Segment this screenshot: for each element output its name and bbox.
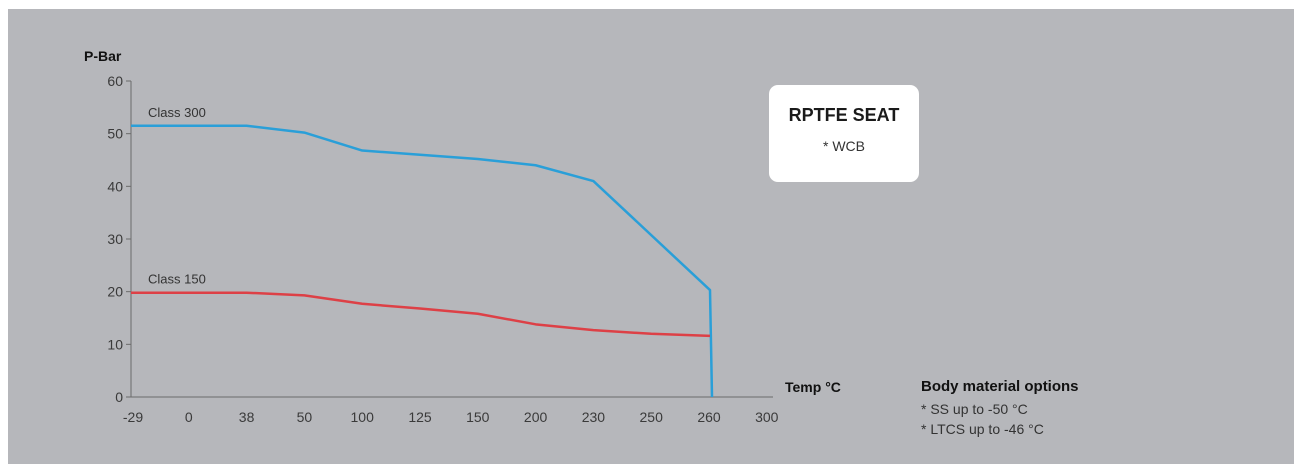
y-tick-label: 20	[107, 284, 123, 300]
x-tick-label: -29	[123, 409, 143, 425]
x-tick-label: 300	[755, 409, 779, 425]
y-tick-label: 50	[107, 126, 123, 142]
y-axis-title: P-Bar	[84, 48, 122, 64]
x-axis-title: Temp °C	[785, 379, 841, 395]
x-tick-label: 150	[466, 409, 490, 425]
series-layer: Class 300 Class 150	[131, 105, 714, 398]
note-ltcs: * LTCS up to -46 °C	[921, 421, 1044, 437]
series-line-class-300	[131, 124, 714, 398]
y-tick-label: 60	[107, 73, 123, 89]
notes-title: Body material options	[921, 378, 1079, 395]
x-tick-label: 50	[297, 409, 313, 425]
note-ss: * SS up to -50 °C	[921, 401, 1028, 417]
x-tick-label: 0	[185, 409, 193, 425]
y-tick-label: 0	[115, 389, 123, 405]
series-label: Class 150	[148, 272, 206, 287]
x-tick-label: 250	[640, 409, 664, 425]
x-tick-label: 100	[351, 409, 375, 425]
x-tick-label: 125	[408, 409, 432, 425]
y-tick-label: 40	[107, 178, 123, 194]
x-tick-label: 230	[582, 409, 606, 425]
y-ticks: 0 10 20 30 40 50 60	[107, 73, 131, 405]
seat-info-box: RPTFE SEAT * WCB	[769, 85, 919, 182]
series-label: Class 300	[148, 105, 206, 120]
seat-title: RPTFE SEAT	[788, 105, 900, 125]
y-tick-label: 30	[107, 231, 123, 247]
x-tick-label: 200	[524, 409, 548, 425]
x-tick-label: 38	[239, 409, 255, 425]
seat-material: * WCB	[823, 138, 865, 154]
y-tick-label: 10	[107, 336, 123, 352]
body-material-notes: Body material options * SS up to -50 °C …	[921, 378, 1079, 439]
axes	[130, 81, 773, 398]
x-tick-label: 260	[697, 409, 721, 425]
x-ticks: -29 0 38 50 100 125 150 200 230 250 260 300	[123, 409, 779, 425]
series-line-class-150	[131, 291, 711, 338]
